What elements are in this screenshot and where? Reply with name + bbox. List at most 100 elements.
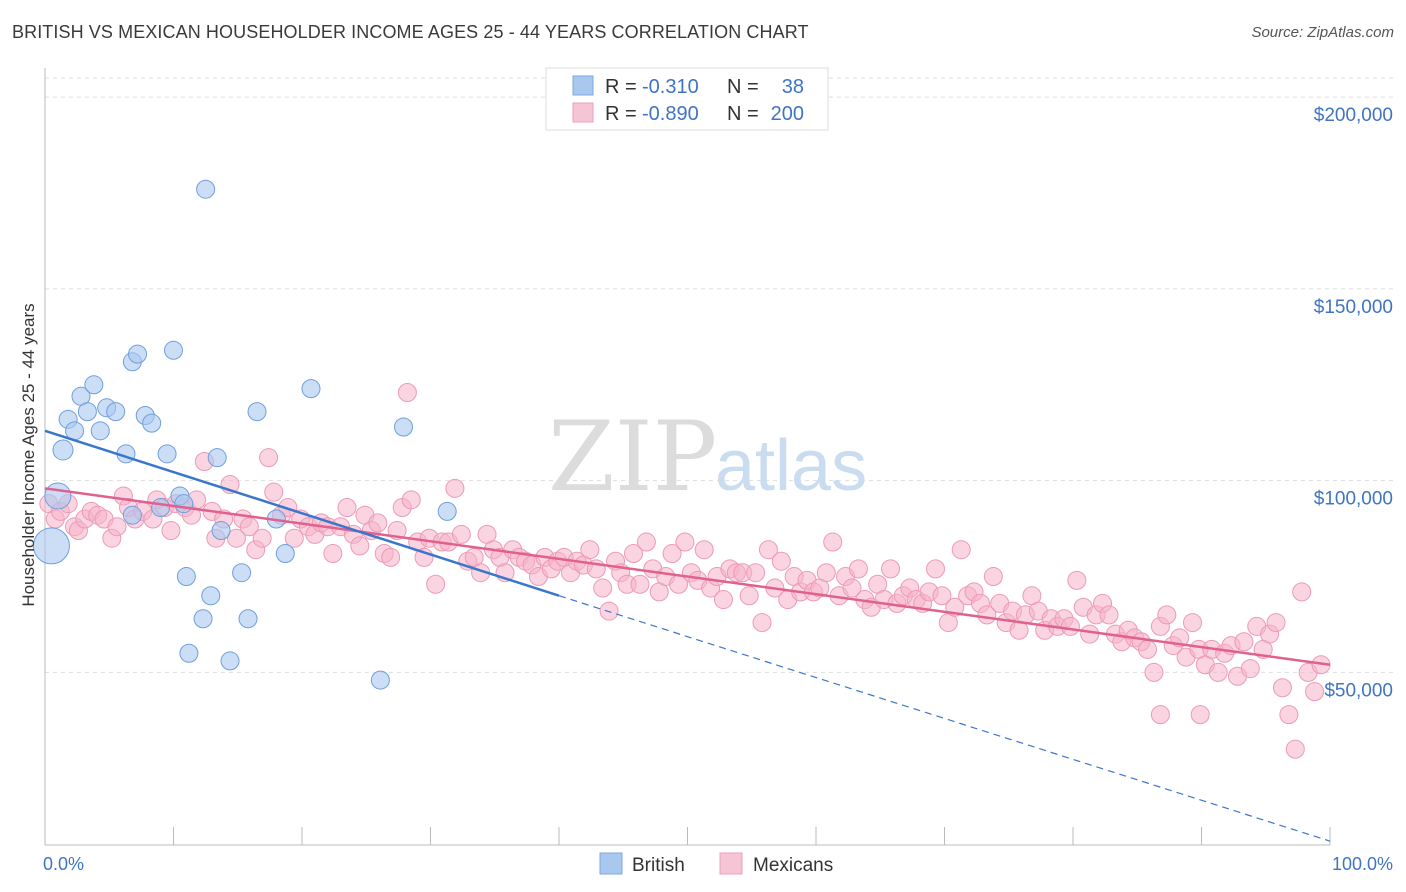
x-tick-label-max: 100.0% [1332,854,1393,874]
mexicans-point [451,524,471,544]
legend-swatch-mexicans [572,102,594,123]
legend-n-british: 38 [782,76,804,98]
x-tick-labels: 0.0% 100.0% [43,854,1393,874]
british-trend-line [44,429,560,597]
mexicans-point [1279,705,1299,725]
mexicans-point [593,578,613,598]
mexicans-point [1305,682,1325,702]
mexicans-point [368,513,388,533]
mexicans-point [771,551,791,571]
mexicans-point [107,517,127,537]
mexicans-point [739,586,759,606]
mexicans-point [752,613,772,633]
mexicans-point [1138,639,1158,659]
mexicans-point [1150,705,1170,725]
mexicans-point [350,536,370,556]
mexicans-point [445,478,465,498]
bottom-legend-label-british: British [632,855,685,876]
mexicans-point [1080,624,1100,644]
mexicans-point [1144,662,1164,682]
british-point [52,439,74,461]
y-tick-label: $50,000 [1324,680,1393,701]
british-point [44,482,72,510]
mexicans-point [624,544,644,564]
british-point [151,498,171,518]
british-point [164,340,183,360]
bottom-legend-swatch-mexicans [719,852,743,875]
mexicans-point [580,540,600,560]
mexicans-point [1060,616,1080,636]
mexicans-point [259,448,279,468]
mexicans-point [1240,659,1260,679]
mexicans-point [848,559,868,579]
british-point [201,586,221,606]
british-point [370,670,390,690]
mexicans-point [951,540,971,560]
mexicans-point [932,586,952,606]
y-axis-title: Householder Income Ages 25 - 44 years [19,303,38,606]
mexicans-point [401,490,421,510]
british-point [275,544,295,564]
bottom-legend-swatch-british [599,852,623,875]
mexicans-point [758,540,778,560]
trend-lines [44,429,1331,842]
british-point [32,527,70,565]
legend-n-label-mexicans: N = [727,103,759,125]
mexicans-point [1292,582,1312,602]
mexicans-point [226,528,246,548]
mexicans-trend-line [44,487,1331,666]
mexicans-point [636,532,656,552]
mexicans-point [1190,705,1210,725]
y-tick-labels: $50,000 $100,000 $150,000 $200,000 [1314,105,1393,701]
british-points [32,179,457,690]
bottom-legend: British Mexicans [599,852,833,876]
legend-r-label-british: R = [605,76,637,98]
mexicans-point [713,590,733,610]
mexicans-point [381,547,401,567]
watermark-atlas: atlas [715,426,867,506]
mexicans-point [1157,605,1177,625]
british-point [394,417,414,437]
mexicans-point [161,521,181,541]
british-point [179,643,199,663]
mexicans-point [926,559,946,579]
british-point [122,505,142,525]
y-tick-label: $100,000 [1314,489,1393,510]
british-point [232,563,252,583]
legend-r-mexicans: -0.890 [642,103,699,125]
british-point [174,494,194,514]
mexicans-point [426,574,446,594]
british-point [77,402,97,422]
mexicans-point [1099,605,1119,625]
legend-n-mexicans: 200 [771,103,804,125]
mexicans-point [694,540,714,560]
watermark-zip: ZIP [548,401,717,513]
mexicans-point [823,532,843,552]
british-point [238,609,258,629]
legend-r-british: -0.310 [642,76,699,98]
british-point [301,379,321,399]
british-point [142,413,162,433]
british-point [84,375,104,395]
y-tick-label: $200,000 [1314,105,1393,126]
mexicans-point [675,532,695,552]
mexicans-point [746,563,766,583]
mexicans-point [1067,570,1087,590]
mexicans-point [1285,739,1305,759]
british-point [157,444,177,464]
bottom-legend-label-mexicans: Mexicans [753,855,833,876]
british-point [196,179,216,199]
mexicans-point [397,382,417,402]
chart-title: BRITISH VS MEXICAN HOUSEHOLDER INCOME AG… [12,22,809,42]
mexicans-point [662,544,682,564]
mexicans-point [252,528,272,548]
british-point [176,567,196,587]
mexicans-point [323,544,343,564]
british-point [211,521,231,541]
axes [44,68,1331,846]
legend-r-label-mexicans: R = [605,103,637,125]
british-point [90,421,110,441]
british-point [128,344,148,364]
mexicans-point [1183,613,1203,633]
